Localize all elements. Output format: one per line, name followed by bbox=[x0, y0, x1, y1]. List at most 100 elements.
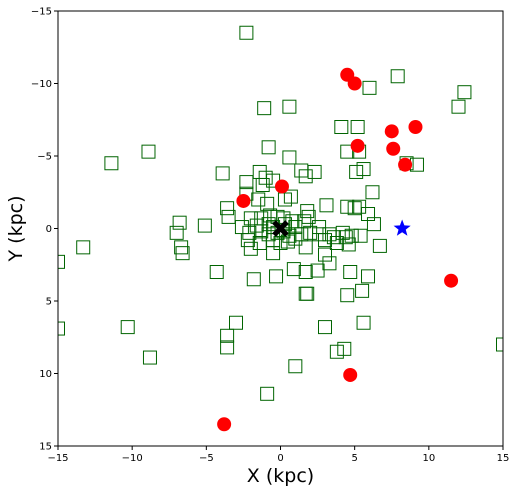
square-marker bbox=[141, 144, 156, 159]
square-marker bbox=[365, 185, 380, 200]
square-marker bbox=[298, 169, 313, 184]
x-tick-label: 5 bbox=[351, 453, 357, 464]
square-marker bbox=[251, 192, 266, 207]
x-marker bbox=[272, 220, 289, 237]
x-tick-label: −10 bbox=[122, 453, 143, 464]
circle-marker bbox=[398, 157, 413, 172]
square-marker bbox=[273, 236, 288, 250]
square-marker bbox=[209, 265, 224, 279]
square-marker bbox=[266, 233, 281, 248]
square-marker bbox=[257, 101, 272, 116]
square-marker bbox=[312, 227, 327, 242]
x-tick-label: 15 bbox=[497, 453, 510, 464]
square-marker bbox=[221, 209, 236, 224]
circle-marker bbox=[384, 124, 399, 139]
x-tick-label: −15 bbox=[47, 453, 68, 464]
square-marker bbox=[120, 320, 135, 335]
square-marker bbox=[366, 217, 381, 232]
square-marker bbox=[352, 199, 367, 214]
square-marker bbox=[76, 240, 91, 255]
square-marker bbox=[319, 198, 334, 213]
square-marker bbox=[341, 237, 356, 252]
square-marker bbox=[496, 337, 503, 352]
circle-marker bbox=[274, 179, 289, 194]
square-marker bbox=[288, 359, 303, 374]
square-marker bbox=[329, 236, 344, 250]
square-marker bbox=[255, 178, 270, 192]
square-marker bbox=[303, 225, 318, 240]
square-marker bbox=[282, 150, 297, 165]
square-marker bbox=[239, 175, 254, 190]
star-marker bbox=[393, 219, 411, 236]
square-marker bbox=[285, 214, 300, 229]
square-marker bbox=[372, 238, 387, 253]
y-tick-label: 0 bbox=[46, 224, 52, 235]
square-marker bbox=[361, 269, 376, 284]
square-marker bbox=[277, 192, 292, 207]
square-marker bbox=[355, 283, 370, 298]
square-marker bbox=[344, 228, 359, 243]
square-marker bbox=[220, 340, 235, 355]
square-marker bbox=[258, 170, 273, 185]
square-marker bbox=[318, 233, 332, 248]
square-marker bbox=[234, 220, 249, 235]
square-marker bbox=[197, 218, 212, 233]
square-marker bbox=[335, 225, 350, 240]
square-marker bbox=[356, 315, 371, 330]
y-tick-label: 15 bbox=[39, 442, 52, 453]
square-marker bbox=[249, 218, 264, 233]
square-marker bbox=[239, 25, 254, 40]
square-marker bbox=[288, 231, 303, 246]
square-marker bbox=[343, 265, 358, 279]
square-marker bbox=[318, 320, 332, 335]
circle-marker bbox=[236, 193, 251, 208]
y-tick-label: −15 bbox=[31, 7, 52, 18]
square-marker bbox=[104, 156, 119, 171]
circle-marker bbox=[350, 138, 365, 153]
square-marker bbox=[280, 234, 295, 249]
square-marker bbox=[337, 341, 352, 356]
square-marker bbox=[260, 386, 275, 401]
square-marker bbox=[282, 99, 297, 114]
square-marker bbox=[252, 164, 267, 179]
x-tick-label: −5 bbox=[199, 453, 214, 464]
square-marker bbox=[58, 321, 65, 336]
square-marker bbox=[300, 286, 315, 301]
square-marker bbox=[312, 220, 327, 235]
square-marker bbox=[220, 328, 235, 343]
square-marker bbox=[282, 228, 297, 243]
circle-marker bbox=[343, 367, 358, 382]
square-marker bbox=[451, 99, 466, 114]
square-marker bbox=[172, 215, 187, 230]
square-marker bbox=[457, 85, 472, 100]
square-marker bbox=[297, 214, 312, 229]
circle-marker bbox=[444, 273, 459, 288]
square-marker bbox=[269, 269, 284, 284]
square-marker bbox=[326, 230, 341, 245]
square-marker bbox=[300, 204, 315, 219]
square-marker bbox=[329, 344, 344, 359]
square-marker bbox=[310, 263, 325, 278]
square-marker bbox=[307, 164, 322, 179]
circle-marker bbox=[408, 120, 423, 134]
square-marker bbox=[340, 199, 355, 214]
x-axis-label: X (kpc) bbox=[247, 465, 314, 487]
y-tick-label: 5 bbox=[46, 297, 52, 308]
square-marker bbox=[362, 80, 377, 95]
square-marker bbox=[298, 265, 313, 279]
square-marker bbox=[240, 233, 255, 248]
square-marker bbox=[243, 241, 258, 256]
square-marker bbox=[261, 140, 276, 155]
square-marker bbox=[334, 120, 349, 134]
square-marker bbox=[169, 225, 184, 240]
square-marker bbox=[301, 209, 316, 224]
square-marker bbox=[286, 262, 301, 277]
square-marker bbox=[322, 227, 337, 242]
square-marker bbox=[356, 162, 371, 177]
square-marker bbox=[142, 350, 157, 365]
square-marker bbox=[283, 189, 298, 204]
y-axis-label: Y (kpc) bbox=[5, 196, 27, 263]
square-marker bbox=[252, 236, 267, 250]
